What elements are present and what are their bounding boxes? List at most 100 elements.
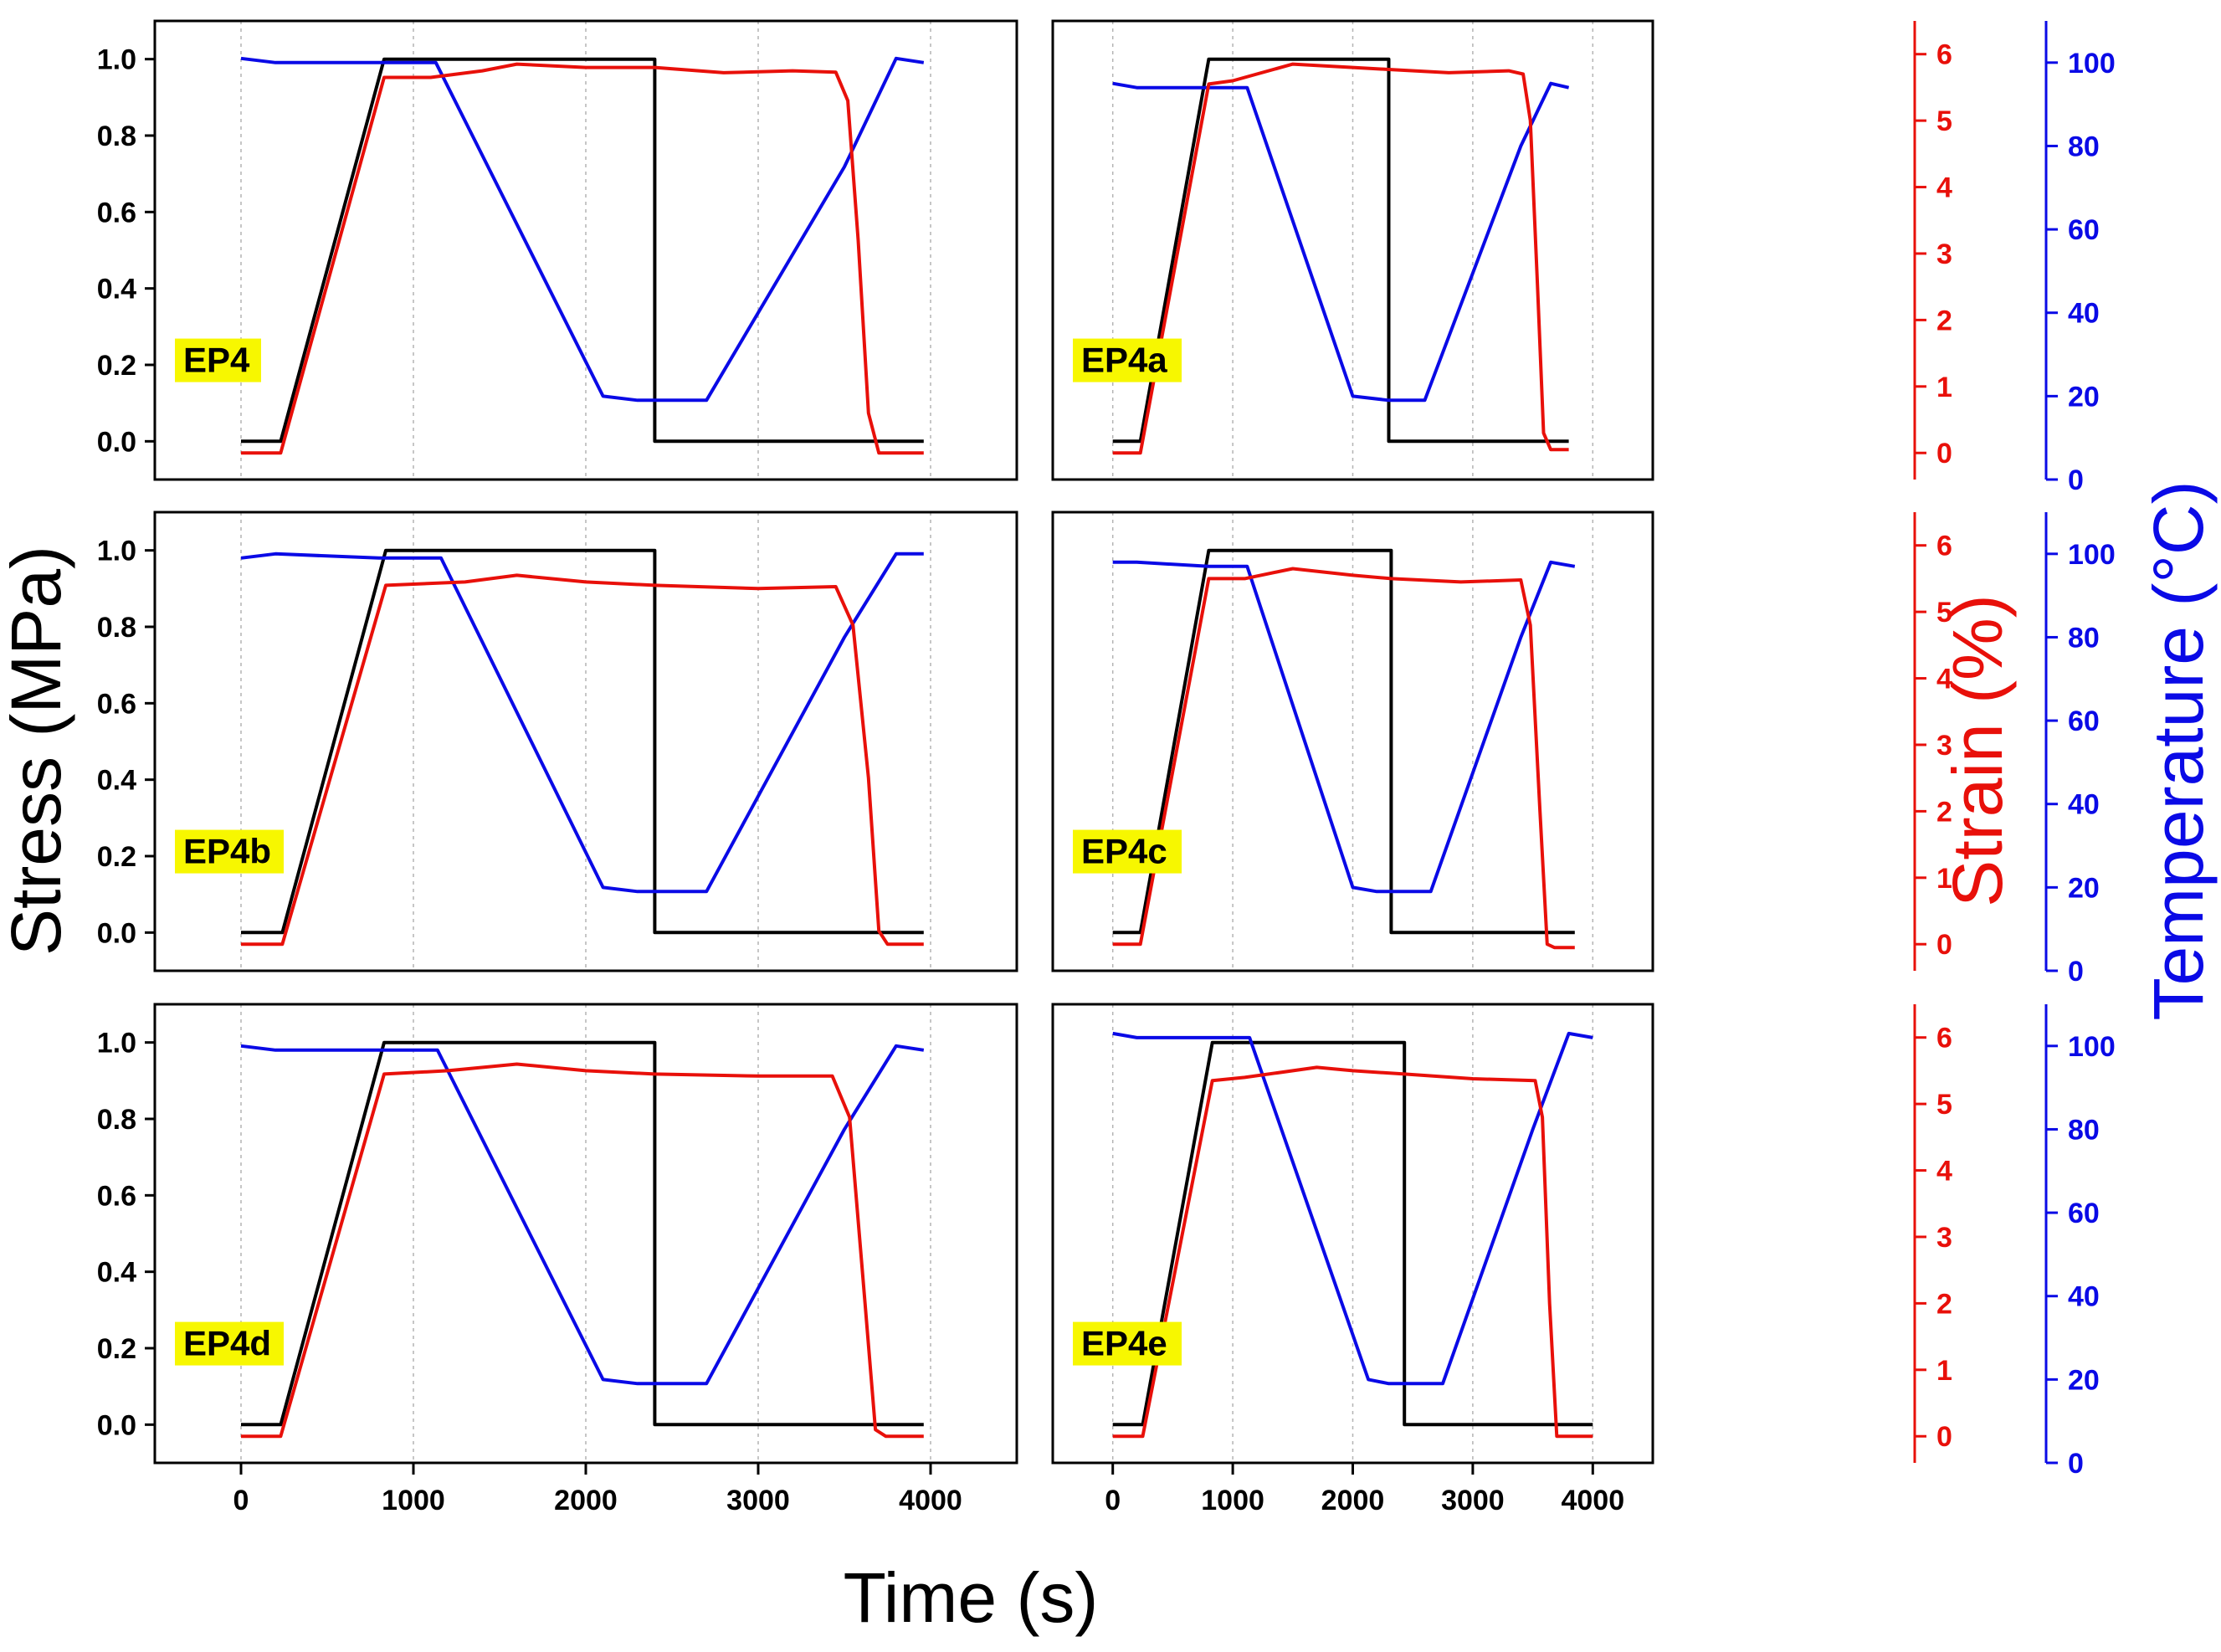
panel-ep4e: 0 1000 2000 3000 4000 EP4e xyxy=(1051,1003,1654,1516)
panel-label: EP4c xyxy=(1081,832,1167,871)
temperature-tick-label: 100 xyxy=(2068,539,2116,571)
strain-tick-label: 5 xyxy=(1936,597,1952,628)
temperature-tick-label: 80 xyxy=(2068,1114,2100,1146)
y-axis-label-strain: Strain (%) xyxy=(1938,594,2017,906)
stress-line xyxy=(1112,548,1575,935)
strain-line xyxy=(241,573,924,947)
x-tick-label: 3000 xyxy=(726,1485,790,1516)
strain-tick-label: 2 xyxy=(1936,1288,1952,1320)
x-tick-label: 0 xyxy=(1105,1485,1121,1516)
y-axis-label-stress: Stress (MPa) xyxy=(0,546,75,956)
strain-tick-label: 2 xyxy=(1936,796,1952,828)
strain-tick-label: 1 xyxy=(1936,863,1952,895)
y-tick-label: 0.8 xyxy=(97,1104,136,1136)
y-tick-label: 0.4 xyxy=(97,1257,136,1289)
x-axis-label: Time (s) xyxy=(844,1558,1099,1637)
temperature-tick-label: 80 xyxy=(2068,622,2100,654)
temperature-tick-label: 100 xyxy=(2068,1031,2116,1063)
temperature-tick-label: 40 xyxy=(2068,1281,2100,1313)
strain-tick-label: 5 xyxy=(1936,105,1952,137)
temperature-tick-label: 40 xyxy=(2068,298,2100,330)
stress-line xyxy=(241,548,924,935)
strain-tick-label: 4 xyxy=(1936,1156,1952,1188)
panel-ep4: 0.0 0.2 0.4 0.6 0.8 1.0 EP4 xyxy=(97,19,1018,481)
temperature-line xyxy=(240,56,925,403)
panel-label: EP4e xyxy=(1081,1324,1167,1363)
temperature-tick-label: 40 xyxy=(2068,789,2100,821)
panel-label: EP4a xyxy=(1081,341,1167,380)
panel-label: EP4d xyxy=(183,1324,271,1363)
strain-tick-label: 1 xyxy=(1936,372,1952,403)
temperature-line xyxy=(240,552,924,894)
strain-tick-label: 4 xyxy=(1936,172,1952,204)
y-tick-label: 0.2 xyxy=(97,841,136,873)
stress-line xyxy=(241,1040,924,1427)
temperature-line xyxy=(1112,1031,1593,1386)
plot-frame xyxy=(153,510,1018,972)
x-tick-label: 4000 xyxy=(1561,1485,1624,1516)
strain-tick-label: 3 xyxy=(1936,239,1952,270)
plot-frame xyxy=(153,19,1018,481)
temperature-tick-label: 0 xyxy=(2068,1448,2084,1480)
x-tick-label: 2000 xyxy=(1321,1485,1385,1516)
strain-tick-label: 6 xyxy=(1936,39,1952,71)
y-tick-label: 0.8 xyxy=(97,612,136,644)
x-tick-label: 0 xyxy=(233,1485,249,1516)
y-tick-label: 0.0 xyxy=(97,1409,136,1441)
temperature-line xyxy=(1112,81,1570,403)
temperature-tick-label: 0 xyxy=(2068,464,2084,496)
y-tick-label: 0.6 xyxy=(97,1180,136,1212)
temperature-tick-label: 0 xyxy=(2068,956,2084,988)
strain-tick-label: 0 xyxy=(1936,929,1952,961)
temperature-tick-label: 60 xyxy=(2068,705,2100,737)
right-axes-group: 0123456020406080100012345602040608010001… xyxy=(1913,21,2116,1480)
panels-group: 0.0 0.2 0.4 0.6 0.8 1.0 EP4 EP4a 0.0 0.2 0.4 0.6 0.8… xyxy=(97,19,1654,1516)
plot-frame xyxy=(1051,510,1654,972)
strain-line xyxy=(241,62,924,455)
strain-tick-label: 1 xyxy=(1936,1355,1952,1387)
x-tick-label: 1000 xyxy=(382,1485,445,1516)
y-tick-label: 0.4 xyxy=(97,274,136,305)
strain-tick-label: 6 xyxy=(1936,531,1952,562)
panel-label: EP4b xyxy=(183,832,271,871)
temperature-tick-label: 100 xyxy=(2068,48,2116,80)
temperature-tick-label: 60 xyxy=(2068,1198,2100,1229)
panel-ep4a: EP4a xyxy=(1051,19,1654,481)
strain-tick-label: 0 xyxy=(1936,438,1952,469)
y-tick-label: 0.8 xyxy=(97,121,136,152)
y-tick-label: 0.0 xyxy=(97,917,136,949)
y-tick-label: 0.2 xyxy=(97,350,136,382)
y-tick-label: 0.2 xyxy=(97,1333,136,1365)
strain-tick-label: 6 xyxy=(1936,1023,1952,1054)
strain-tick-label: 0 xyxy=(1936,1421,1952,1453)
temperature-tick-label: 60 xyxy=(2068,214,2100,246)
strain-line xyxy=(1112,62,1569,455)
x-tick-label: 4000 xyxy=(899,1485,962,1516)
panel-label-bg xyxy=(175,1321,284,1366)
panel-ep4c: EP4c xyxy=(1051,510,1654,972)
temperature-tick-label: 20 xyxy=(2068,381,2100,413)
temperature-line xyxy=(240,1044,925,1386)
strain-tick-label: 4 xyxy=(1936,664,1952,695)
y-axis-label-temperature: Temperature (°C) xyxy=(2139,480,2218,1020)
panel-label-bg xyxy=(1073,338,1182,382)
strain-line xyxy=(1112,567,1575,950)
x-tick-label: 3000 xyxy=(1441,1485,1505,1516)
panel-label-bg xyxy=(1073,829,1182,874)
temperature-tick-label: 20 xyxy=(2068,872,2100,904)
y-tick-label: 1.0 xyxy=(97,536,136,567)
y-tick-label: 0.6 xyxy=(97,197,136,228)
y-tick-label: 0.4 xyxy=(97,765,136,797)
panel-label-bg xyxy=(175,829,284,874)
stress-line xyxy=(241,57,924,444)
panel-ep4b: 0.0 0.2 0.4 0.6 0.8 1.0 EP4b xyxy=(97,510,1018,972)
x-tick-label: 1000 xyxy=(1201,1485,1264,1516)
temperature-tick-label: 20 xyxy=(2068,1364,2100,1396)
y-tick-label: 1.0 xyxy=(97,44,136,76)
strain-tick-label: 5 xyxy=(1936,1089,1952,1121)
stress-line xyxy=(1112,1040,1593,1427)
panel-label-bg xyxy=(175,338,261,382)
strain-line xyxy=(241,1062,924,1439)
panel-ep4d: 0.0 0.2 0.4 0.6 0.8 1.0 0 1000 2000 3000 4000 EP4d xyxy=(97,1003,1018,1516)
